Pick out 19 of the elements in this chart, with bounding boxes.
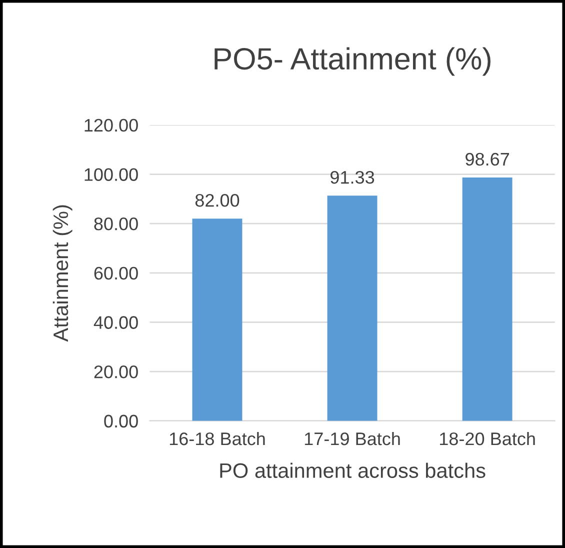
data-label: 98.67 [466,152,509,166]
y-tick-label: 80.00 [94,218,138,230]
bar [192,218,242,421]
y-axis-title: Attainment (%) [52,205,72,342]
bar [462,178,512,421]
data-label: 91.33 [330,170,374,184]
x-tick-label: 16-18 Batch [170,432,265,446]
x-axis-title: PO attainment across batchs [220,462,486,478]
bar [327,196,378,421]
data-label: 82.00 [195,194,240,207]
y-tick-label: 40.00 [94,316,138,329]
y-tick-label: 120.00 [84,118,138,132]
x-tick-label: 18-20 Batch [440,432,535,446]
y-tick-label: 60.00 [94,266,138,280]
y-tick-label: 0.00 [104,414,138,428]
y-tick-label: 20.00 [94,365,138,378]
x-tick-label: 17-19 Batch [304,432,400,446]
y-tick-label: 100.00 [84,168,138,181]
chart-title: PO5- Attainment (%) [214,47,490,76]
